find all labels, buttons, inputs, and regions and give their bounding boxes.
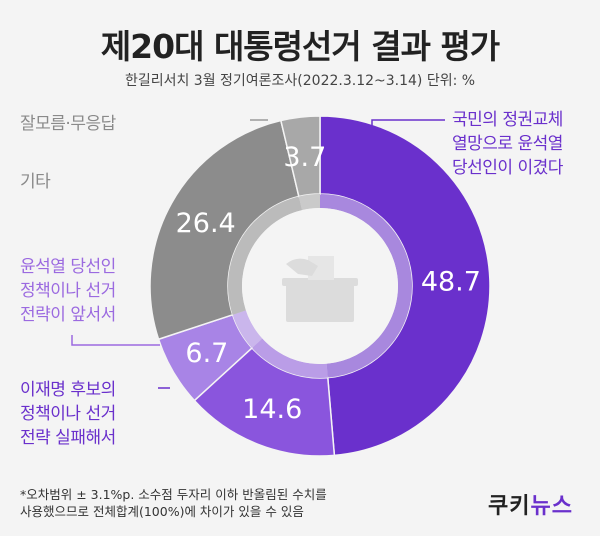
- donut-inner-ring: [232, 310, 263, 348]
- leader-line-regime-change: [371, 119, 445, 134]
- leader-line-yoon-strategy: [71, 335, 160, 346]
- logo-part2: 뉴스: [530, 494, 573, 519]
- publisher-logo: 쿠키뉴스: [488, 488, 573, 520]
- ballot-box-icon: [282, 256, 358, 322]
- slice-value-label: 3.7: [283, 142, 326, 173]
- slice-label-yoon-strategy: 윤석열 당선인 정책이나 선거 전략이 앞서서: [20, 257, 116, 325]
- donut-inner-ring: [252, 338, 328, 378]
- slice-value-label: 14.6: [242, 394, 302, 425]
- logo-part1: 쿠키: [488, 494, 531, 519]
- chart-subtitle: 한길리서치 3월 정기여론조사(2022.3.12~3.14) 단위: %: [124, 73, 476, 89]
- donut-inner-ring: [298, 194, 320, 211]
- donut-slice: [319, 115, 491, 457]
- slice-label-lee-failure: 이재명 후보의 정책이나 선거 전략 실패해서: [20, 380, 116, 448]
- slice-label-dont-know: 잘모름·무응답: [20, 114, 116, 134]
- slice-value-label: 48.7: [421, 266, 481, 297]
- slice-value-label: 6.7: [185, 338, 228, 369]
- footnote: *오차범위 ± 3.1%p. 소수점 두자리 이하 반올림된 수치를 사용했으므…: [20, 487, 327, 519]
- slice-label-regime-change: 국민의 정권교체 열망으로 윤석열 당선인이 이겼다: [452, 110, 563, 178]
- slice-value-label: 26.4: [176, 208, 236, 239]
- donut-inner-ring: [227, 196, 303, 315]
- slice-label-other: 기타: [20, 172, 51, 192]
- chart-title: 제20대 대통령선거 결과 평가: [100, 27, 500, 66]
- donut-inner-ring: [320, 194, 413, 378]
